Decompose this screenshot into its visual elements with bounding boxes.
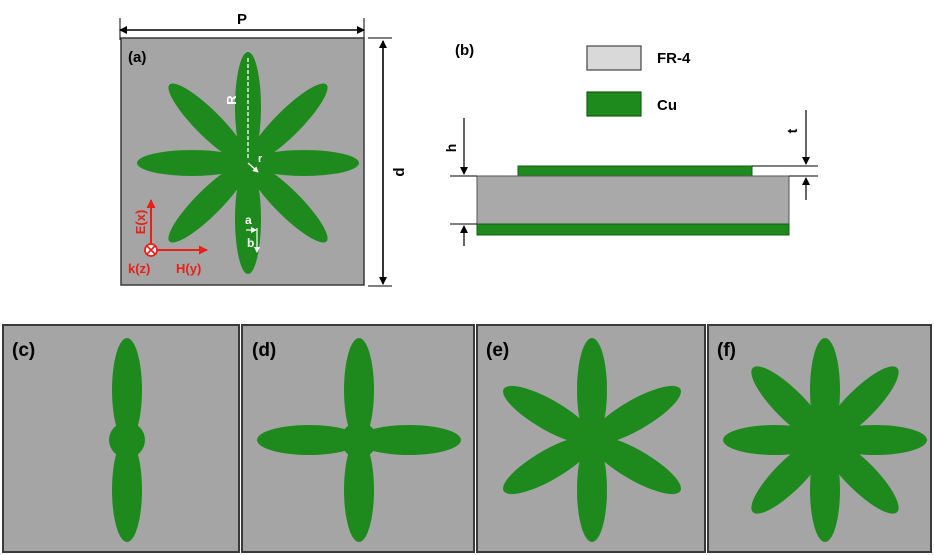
panel-d: (d) — [241, 324, 475, 553]
flower-resonator-6 — [503, 338, 681, 542]
panel-c: (c) — [2, 324, 240, 553]
legend-cu-label: Cu — [657, 97, 677, 114]
inner-radius-label: r — [258, 153, 263, 165]
fr4-substrate-layer — [476, 175, 790, 225]
petal — [249, 150, 359, 176]
flower-resonator-8 — [137, 52, 359, 274]
h-label: h — [443, 144, 459, 153]
panel-b: (b) FR-4 Cu h t — [443, 42, 818, 246]
panel-b-tag: (b) — [455, 42, 474, 59]
petal — [235, 164, 261, 274]
petal — [137, 150, 247, 176]
petal-height-label: b — [247, 236, 254, 250]
flower-resonator-2 — [109, 338, 145, 542]
panel-a-tag: (a) — [128, 49, 146, 66]
t-label: t — [784, 128, 800, 133]
top-copper-layer — [517, 165, 753, 177]
panel-c-tag: (c) — [12, 340, 35, 361]
petal — [247, 83, 328, 164]
k-vector-label: k(z) — [128, 261, 150, 276]
legend-cu-swatch — [586, 91, 642, 117]
petal — [168, 162, 249, 243]
petal-width-label: a — [245, 213, 252, 227]
legend-fr4-swatch — [586, 45, 642, 71]
panel-f: (f) — [707, 324, 932, 553]
petal-length-label: R — [224, 95, 239, 105]
flower-resonator-8-variant — [723, 338, 927, 542]
panel-e-tag: (e) — [486, 340, 509, 361]
flower-resonator-4 — [257, 338, 461, 542]
period-label: P — [237, 11, 247, 28]
legend-fr4-label: FR-4 — [657, 50, 691, 67]
ground-copper-layer — [476, 223, 790, 236]
field-orientation-axes: E(x) H(y) k(z) — [128, 199, 208, 276]
panel-e: (e) — [476, 324, 706, 553]
panel-d-tag: (d) — [252, 340, 276, 361]
side-label: d — [391, 167, 408, 176]
petal — [168, 83, 249, 164]
inner-radius-marker — [247, 162, 259, 173]
panel-f-tag: (f) — [717, 340, 736, 361]
e-field-label: E(x) — [133, 210, 148, 235]
h-field-label: H(y) — [176, 261, 201, 276]
panel-a: P (a) d R r a b — [119, 11, 408, 287]
petal — [247, 162, 328, 243]
